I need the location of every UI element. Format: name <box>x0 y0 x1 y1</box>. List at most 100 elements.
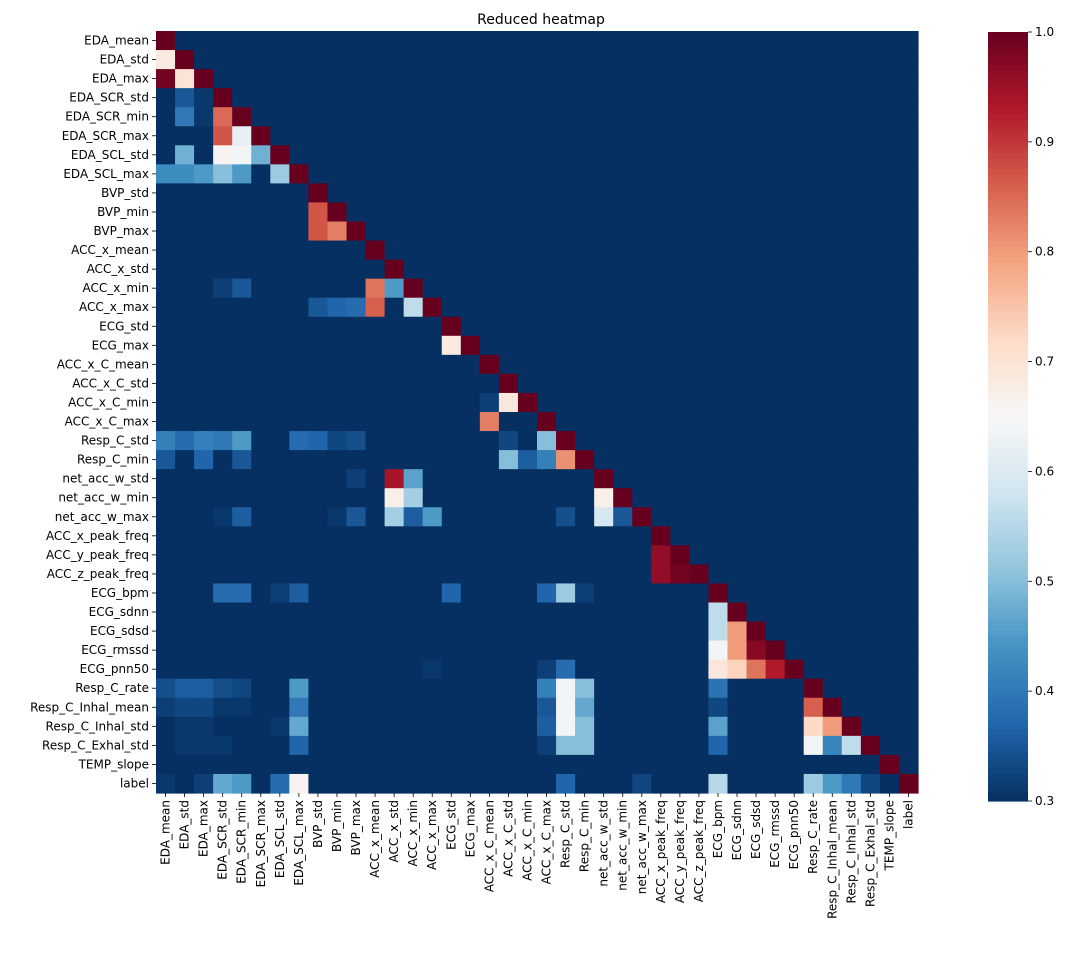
heatmap-cell <box>156 126 176 146</box>
heatmap-cell <box>308 50 329 70</box>
colorbar-segment <box>988 641 1028 648</box>
heatmap-cell <box>746 469 767 489</box>
heatmap-cell <box>537 31 557 51</box>
heatmap-cell <box>860 469 881 489</box>
heatmap-cell <box>479 183 500 204</box>
heatmap-cell <box>803 335 824 356</box>
heatmap-cell <box>441 469 462 489</box>
heatmap-cell <box>632 145 652 165</box>
heatmap-cell <box>479 545 500 565</box>
heatmap-cell <box>213 316 233 337</box>
heatmap-cell <box>803 88 824 108</box>
heatmap-cell <box>384 278 405 299</box>
heatmap-cell <box>403 640 424 661</box>
heatmap-cell <box>251 69 271 89</box>
heatmap-cell <box>156 69 176 89</box>
heatmap-cell <box>537 526 557 546</box>
heatmap-cell <box>898 450 919 470</box>
heatmap-cell <box>270 335 290 356</box>
heatmap-cell <box>251 278 271 299</box>
y-tick-label: ECG_rmssd <box>81 643 149 657</box>
heatmap-cell <box>213 107 233 127</box>
heatmap-cell <box>765 583 786 604</box>
heatmap-cell <box>898 373 919 394</box>
heatmap-cell <box>422 126 443 146</box>
heatmap-cell <box>898 31 919 51</box>
heatmap-cell <box>860 754 881 775</box>
heatmap-cell <box>860 640 881 661</box>
heatmap-cell <box>613 69 633 89</box>
heatmap-cell <box>403 278 424 299</box>
heatmap-cell <box>251 259 271 280</box>
heatmap-cell <box>517 69 538 89</box>
heatmap-cell <box>822 31 843 51</box>
heatmap-cell <box>784 773 805 794</box>
heatmap-cell <box>403 412 424 432</box>
heatmap-cell <box>594 564 614 585</box>
heatmap-cell <box>460 145 481 165</box>
heatmap-cell <box>727 564 748 585</box>
heatmap-cell <box>575 183 595 204</box>
heatmap-cell <box>308 88 329 108</box>
heatmap-cell <box>365 431 386 451</box>
heatmap-cell <box>708 716 729 737</box>
heatmap-cell <box>498 373 519 394</box>
heatmap-cell <box>575 126 595 146</box>
heatmap-cell <box>594 164 614 184</box>
heatmap-cell <box>365 507 386 527</box>
heatmap-cell <box>460 164 481 184</box>
heatmap-cell <box>784 450 805 470</box>
heatmap-cell <box>289 640 309 661</box>
heatmap-cell <box>803 392 824 413</box>
heatmap-cell <box>556 107 576 127</box>
y-tick-label: ECG_sdsd <box>90 624 149 638</box>
heatmap-cell <box>670 145 690 165</box>
heatmap-cell <box>346 583 367 604</box>
heatmap-cell <box>327 450 348 470</box>
heatmap-cell <box>213 754 233 775</box>
heatmap-cell <box>822 583 843 604</box>
heatmap-cell <box>384 735 405 756</box>
heatmap-cell <box>632 183 652 204</box>
heatmap-cell <box>327 697 348 718</box>
heatmap-cell <box>556 564 576 585</box>
heatmap-cell <box>898 602 919 623</box>
heatmap-cell <box>594 526 614 546</box>
heatmap-cell <box>498 278 519 299</box>
heatmap-cell <box>860 107 881 127</box>
heatmap-cell <box>194 183 214 204</box>
heatmap-cell <box>822 621 843 642</box>
heatmap-cell <box>460 602 481 623</box>
heatmap-cell <box>460 678 481 699</box>
heatmap-cell <box>803 469 824 489</box>
heatmap-cell <box>651 754 671 775</box>
heatmap-cell <box>651 107 671 127</box>
heatmap-cell <box>746 450 767 470</box>
heatmap-cell <box>841 716 862 737</box>
heatmap-cell <box>822 69 843 89</box>
heatmap-cell <box>422 240 443 261</box>
heatmap-cell <box>651 431 671 451</box>
heatmap-cell <box>308 335 329 356</box>
heatmap-cell <box>689 107 710 127</box>
heatmap-cell <box>670 469 690 489</box>
heatmap-cell <box>460 735 481 756</box>
heatmap-cell <box>232 488 252 508</box>
heatmap-cell <box>441 488 462 508</box>
heatmap-cell <box>746 507 767 527</box>
heatmap-cell <box>498 754 519 775</box>
heatmap-cell <box>537 678 557 699</box>
heatmap-cell <box>746 678 767 699</box>
heatmap-cell <box>613 431 633 451</box>
heatmap-cell <box>213 373 233 394</box>
heatmap-cell <box>213 392 233 413</box>
heatmap-cell <box>765 183 786 204</box>
heatmap-cell <box>194 697 214 718</box>
heatmap-cell <box>194 69 214 89</box>
heatmap-cell <box>156 88 176 108</box>
heatmap-cell <box>879 697 900 718</box>
heatmap-cell <box>879 526 900 546</box>
x-tick-label: net_acc_w_max <box>635 800 649 894</box>
heatmap-cell <box>860 678 881 699</box>
heatmap-cell <box>898 316 919 337</box>
